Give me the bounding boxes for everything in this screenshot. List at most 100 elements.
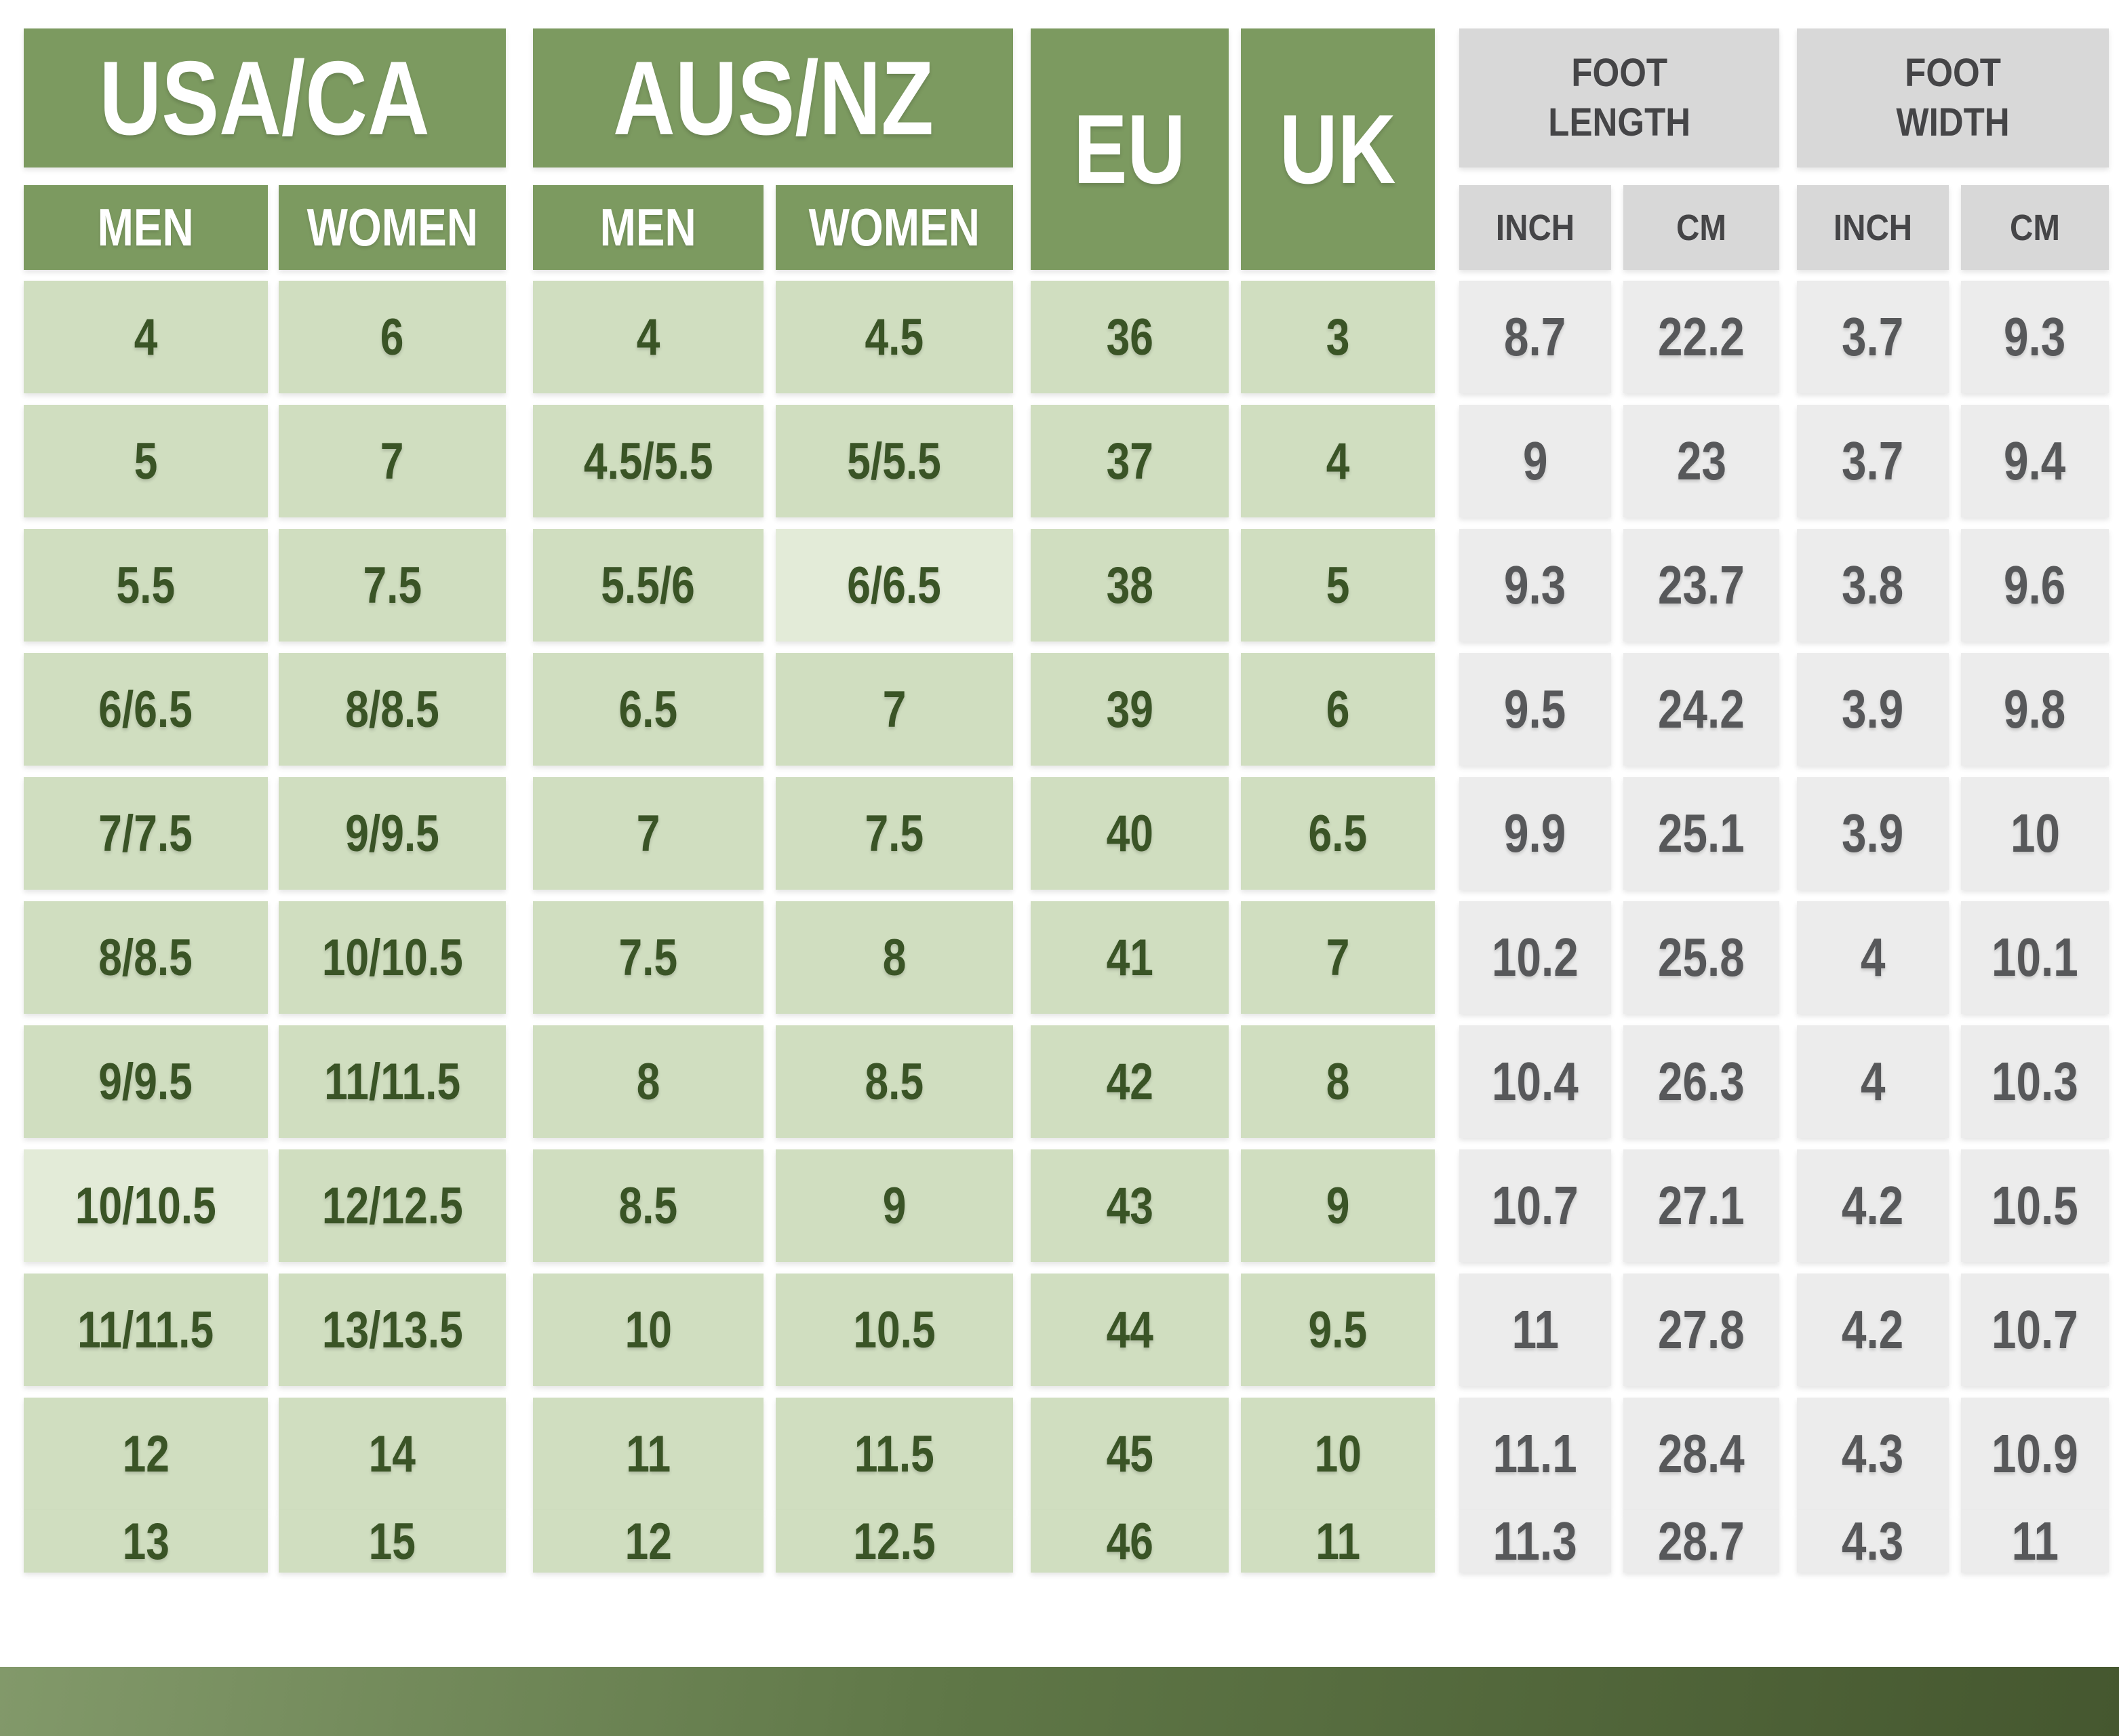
- cell-value: 11/11.5: [323, 1052, 461, 1111]
- subheader-usa-men: MEN: [24, 185, 268, 270]
- cell-aus-women-row10: 11.5: [776, 1398, 1013, 1510]
- cell-value: 9.8: [2004, 679, 2066, 739]
- cell-len-cm-row3: 23.7: [1623, 529, 1779, 642]
- cell-value: 12: [122, 1425, 170, 1483]
- cell-aus-women-row11: 12.5: [776, 1510, 1013, 1573]
- cell-uk-row8: 9: [1241, 1149, 1435, 1262]
- size-table: USA/CA AUS/NZ EU UK FOOT LENGTH FOOT WID…: [24, 28, 2109, 1573]
- cell-len-cm-row2: 23: [1623, 405, 1779, 517]
- cell-aus-women-row1: 4.5: [776, 281, 1013, 393]
- cell-value: 9.6: [2004, 555, 2066, 615]
- cell-aus-men-row3: 5.5/6: [533, 529, 764, 642]
- cell-aus-men-row7: 8: [533, 1025, 764, 1138]
- header-usa-ca: USA/CA: [24, 28, 506, 167]
- cell-value: 3.9: [1842, 679, 1904, 739]
- cell-value: 37: [1106, 432, 1153, 490]
- cell-value: 4.5: [865, 308, 924, 366]
- cell-value: 43: [1106, 1177, 1153, 1235]
- cell-usa-men-row3: 5.5: [24, 529, 268, 642]
- cell-value: 13: [122, 1512, 170, 1571]
- cell-value: 4: [1326, 432, 1350, 490]
- cell-value: 9: [1326, 1177, 1350, 1235]
- cell-wid-inch-row2: 3.7: [1797, 405, 1949, 517]
- cell-usa-women-row7: 11/11.5: [279, 1025, 506, 1138]
- cell-wid-inch-row6: 4: [1797, 901, 1949, 1014]
- cell-usa-men-row4: 6/6.5: [24, 653, 268, 766]
- cell-wid-cm-row8: 10.5: [1961, 1149, 2109, 1262]
- cell-value: 8.5: [865, 1052, 924, 1111]
- cell-aus-women-row4: 7: [776, 653, 1013, 766]
- cell-wid-cm-row2: 9.4: [1961, 405, 2109, 517]
- cell-len-cm-row5: 25.1: [1623, 777, 1779, 890]
- cell-eu-row4: 39: [1031, 653, 1229, 766]
- cell-usa-men-row8: 10/10.5: [24, 1149, 268, 1262]
- cell-wid-cm-row10: 10.9: [1961, 1398, 2109, 1510]
- cell-value: 12: [625, 1512, 672, 1571]
- cell-value: 15: [368, 1512, 416, 1571]
- cell-value: 9.3: [1504, 555, 1566, 615]
- cell-wid-inch-row1: 3.7: [1797, 281, 1949, 393]
- header-aus-nz-label: AUS/NZ: [612, 39, 934, 157]
- cell-value: 8: [636, 1052, 660, 1111]
- subheader-width-cm-label: CM: [2010, 207, 2060, 248]
- cell-value: 28.7: [1658, 1511, 1745, 1571]
- cell-value: 10: [625, 1301, 672, 1359]
- cell-len-cm-row10: 28.4: [1623, 1398, 1779, 1510]
- cell-len-cm-row1: 22.2: [1623, 281, 1779, 393]
- cell-usa-men-row10: 12: [24, 1398, 268, 1510]
- cell-wid-inch-row3: 3.8: [1797, 529, 1949, 642]
- cell-wid-inch-row4: 3.9: [1797, 653, 1949, 766]
- cell-value: 5.5: [116, 556, 176, 614]
- cell-value: 4.2: [1842, 1299, 1904, 1360]
- header-foot-width: FOOT WIDTH: [1797, 28, 2109, 167]
- header-uk-label: UK: [1280, 94, 1396, 204]
- cell-value: 4: [1860, 927, 1886, 987]
- footer-band: [0, 1667, 2119, 1736]
- cell-wid-cm-row5: 10: [1961, 777, 2109, 890]
- cell-value: 27.1: [1658, 1175, 1745, 1236]
- cell-value: 12.5: [853, 1512, 936, 1571]
- cell-wid-cm-row7: 10.3: [1961, 1025, 2109, 1138]
- cell-aus-men-row6: 7.5: [533, 901, 764, 1014]
- cell-value: 6/6.5: [98, 680, 193, 738]
- cell-value: 8: [882, 928, 907, 987]
- cell-uk-row1: 3: [1241, 281, 1435, 393]
- cell-eu-row7: 42: [1031, 1025, 1229, 1138]
- cell-value: 10.7: [1992, 1299, 2078, 1360]
- cell-value: 3.7: [1842, 431, 1904, 491]
- cell-value: 42: [1106, 1052, 1153, 1111]
- cell-value: 36: [1106, 308, 1153, 366]
- cell-wid-cm-row9: 10.7: [1961, 1274, 2109, 1386]
- cell-aus-men-row5: 7: [533, 777, 764, 890]
- cell-value: 7: [1326, 928, 1350, 987]
- cell-value: 26.3: [1658, 1051, 1745, 1111]
- cell-value: 5: [134, 432, 158, 490]
- cell-value: 4.3: [1842, 1511, 1904, 1571]
- cell-value: 8: [1326, 1052, 1350, 1111]
- cell-uk-row11: 11: [1241, 1510, 1435, 1573]
- header-foot-length-label: FOOT LENGTH: [1548, 51, 1690, 144]
- cell-aus-women-row8: 9: [776, 1149, 1013, 1262]
- cell-value: 4: [134, 308, 158, 366]
- cell-usa-women-row6: 10/10.5: [279, 901, 506, 1014]
- cell-value: 10.7: [1492, 1175, 1579, 1236]
- cell-value: 22.2: [1658, 307, 1745, 367]
- header-foot-width-label: FOOT WIDTH: [1896, 51, 2010, 144]
- header-eu: EU: [1031, 28, 1229, 270]
- subheader-width-inch-label: INCH: [1833, 207, 1913, 248]
- cell-uk-row4: 6: [1241, 653, 1435, 766]
- cell-usa-men-row11: 13: [24, 1510, 268, 1573]
- cell-value: 9.5: [1308, 1301, 1368, 1359]
- cell-aus-women-row3: 6/6.5: [776, 529, 1013, 642]
- cell-len-inch-row6: 10.2: [1459, 901, 1611, 1014]
- subheader-aus-women: WOMEN: [776, 185, 1013, 270]
- cell-value: 8.5: [618, 1177, 678, 1235]
- cell-len-inch-row2: 9: [1459, 405, 1611, 517]
- cell-aus-women-row7: 8.5: [776, 1025, 1013, 1138]
- cell-uk-row7: 8: [1241, 1025, 1435, 1138]
- cell-value: 10: [1314, 1425, 1362, 1483]
- cell-value: 10.5: [1992, 1175, 2078, 1236]
- cell-value: 5: [1326, 556, 1350, 614]
- subheader-width-cm: CM: [1961, 185, 2109, 270]
